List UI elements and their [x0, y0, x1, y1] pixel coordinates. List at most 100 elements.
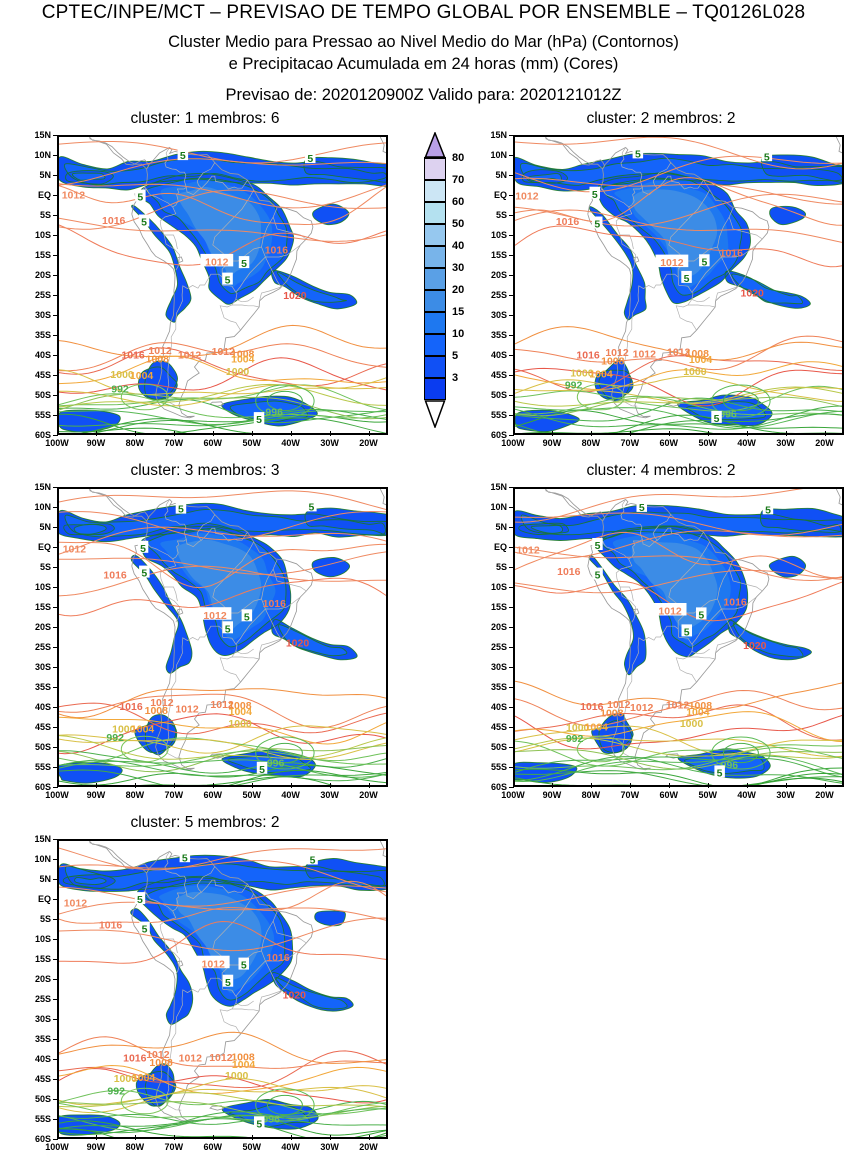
y-axis-tick-label: 60S: [34, 430, 51, 440]
y-axis-tick: [509, 435, 514, 436]
y-axis-tick: [53, 335, 58, 336]
x-axis-tick: [290, 431, 292, 436]
x-axis-tick: [368, 783, 370, 788]
y-axis-tick-label: 5N: [39, 874, 51, 884]
y-axis-tick-label: 40S: [34, 702, 51, 712]
x-axis-tick-label: 40W: [281, 790, 300, 800]
svg-text:996: 996: [721, 759, 739, 771]
y-axis-tick: [509, 315, 514, 316]
y-axis-tick: [509, 567, 514, 568]
colorbar-tick-label: 50: [452, 218, 465, 230]
colorbar-tick-label: 40: [452, 240, 465, 252]
svg-text:5: 5: [684, 627, 690, 639]
svg-text:5: 5: [595, 540, 601, 552]
svg-text:5: 5: [307, 153, 313, 165]
y-axis-tick-label: 10N: [34, 502, 51, 512]
pressure-contours: [59, 141, 386, 433]
y-axis-tick-label: 15S: [34, 250, 51, 260]
svg-text:5: 5: [592, 189, 598, 201]
y-axis-tick: [53, 919, 58, 920]
svg-text:1000: 1000: [112, 723, 136, 735]
svg-text:1008: 1008: [231, 1052, 255, 1064]
y-axis-tick: [509, 275, 514, 276]
x-axis-tick-label: 70W: [164, 790, 184, 800]
svg-text:1004: 1004: [585, 722, 609, 734]
x-axis-tick: [785, 431, 787, 436]
svg-text:1020: 1020: [286, 637, 310, 649]
y-axis-tick-label: 5N: [495, 170, 507, 180]
colorbar-divider: [424, 333, 446, 335]
colorbar-divider: [424, 223, 446, 225]
x-axis-tick: [329, 431, 331, 436]
x-axis-tick-label: 50W: [242, 790, 261, 800]
y-axis-tick-label: 60S: [34, 1134, 51, 1144]
x-axis-tick: [212, 783, 214, 788]
x-axis-tick-label: 60W: [659, 438, 679, 448]
colorbar-extend-high-arrow: [424, 132, 446, 158]
y-axis-tick: [53, 135, 58, 136]
x-axis-tick-label: 50W: [242, 438, 261, 448]
y-axis-tick: [53, 647, 58, 648]
subtitle-line-2: e Precipitacao Acumulada em 24 horas (mm…: [228, 55, 619, 73]
svg-text:1008: 1008: [601, 356, 625, 368]
x-axis-tick-label: 30W: [320, 790, 339, 800]
y-axis-tick-label: 30S: [34, 662, 51, 672]
colorbar-tick-label: 10: [452, 328, 465, 340]
y-axis-tick-label: 15S: [490, 250, 507, 260]
x-axis-tick-label: 60W: [203, 438, 223, 448]
svg-text:1016: 1016: [121, 350, 145, 362]
y-axis-tick-label: 35S: [490, 682, 507, 692]
y-axis-tick-label: 55S: [34, 1114, 51, 1124]
y-axis-tick: [53, 195, 58, 196]
svg-text:1012: 1012: [63, 543, 87, 555]
y-axis-tick: [53, 255, 58, 256]
x-axis-tick: [513, 431, 514, 436]
y-axis-tick-label: 45S: [34, 722, 51, 732]
svg-text:5: 5: [141, 217, 147, 229]
x-axis-tick-label: 70W: [164, 438, 184, 448]
svg-text:1016: 1016: [580, 701, 604, 713]
y-axis-tick: [509, 335, 514, 336]
colorbar-divider: [424, 245, 446, 247]
y-axis-tick: [53, 1139, 58, 1140]
svg-text:1012: 1012: [202, 958, 226, 970]
x-axis-tick: [134, 1135, 136, 1140]
y-axis-tick-label: EQ: [37, 190, 51, 200]
svg-text:1000: 1000: [110, 369, 134, 381]
y-axis-tick: [53, 1059, 58, 1060]
y-axis-tick: [509, 255, 514, 256]
svg-text:1000: 1000: [226, 366, 250, 378]
x-axis-tick-label: 90W: [86, 438, 106, 448]
y-axis-tick: [53, 587, 58, 588]
x-axis-tick: [668, 431, 670, 436]
y-axis-tick-label: 60S: [490, 430, 507, 440]
svg-text:1016: 1016: [99, 919, 123, 931]
precip-contour-lines: [59, 854, 386, 1136]
y-axis-tick-label: 35S: [34, 1034, 51, 1044]
y-axis-tick: [53, 667, 58, 668]
svg-text:5: 5: [178, 504, 184, 516]
svg-text:5: 5: [225, 623, 231, 635]
colorbar-divider: [424, 201, 446, 203]
y-axis-tick-label: 10S: [34, 582, 51, 592]
y-axis-tick-label: 10S: [34, 934, 51, 944]
y-axis-tick: [53, 899, 58, 900]
y-axis-tick-label: 15S: [490, 602, 507, 612]
svg-text:1016: 1016: [556, 216, 580, 228]
svg-text:1012: 1012: [607, 699, 631, 711]
x-axis-tick: [251, 431, 253, 436]
svg-text:1004: 1004: [689, 354, 713, 366]
svg-text:1004: 1004: [130, 370, 154, 382]
x-axis-tick-label: 80W: [125, 1142, 145, 1152]
x-axis-tick: [95, 1135, 97, 1140]
svg-text:5: 5: [639, 502, 645, 514]
y-axis-tick-label: 60S: [490, 782, 507, 792]
y-axis-tick-label: 20S: [34, 270, 51, 280]
x-axis-tick-label: 70W: [164, 1142, 184, 1152]
y-axis-tick-label: 30S: [490, 310, 507, 320]
subtitle-line-1: Cluster Medio para Pressao ao Nivel Medi…: [168, 33, 679, 51]
y-axis-tick-label: 25S: [34, 994, 51, 1004]
y-axis-tick: [53, 507, 58, 508]
